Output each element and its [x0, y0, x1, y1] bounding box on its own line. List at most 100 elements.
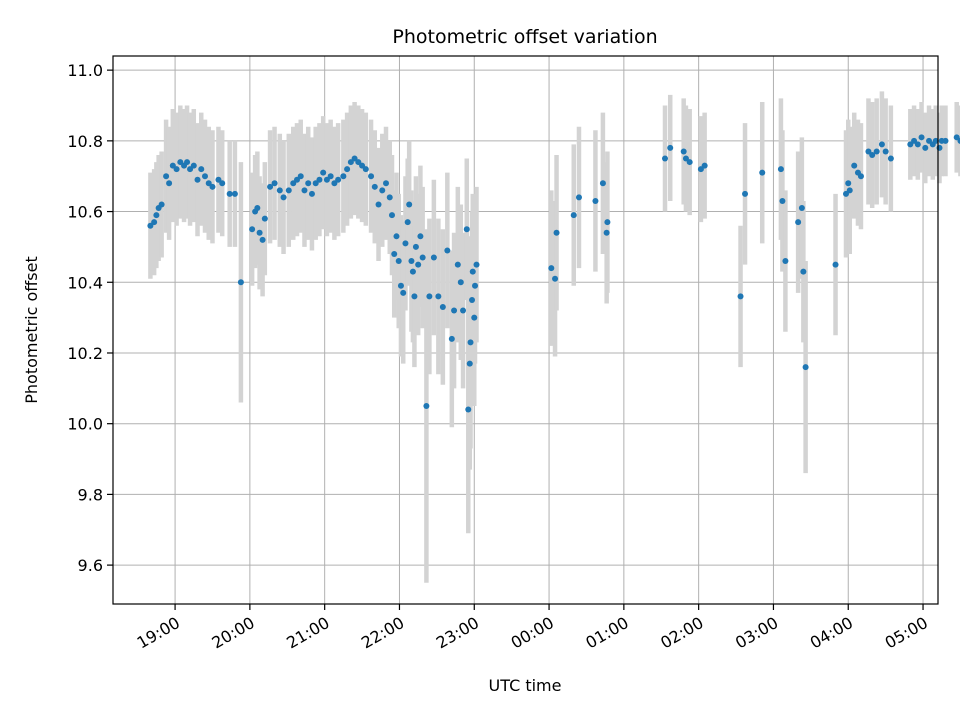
data-point	[201, 173, 208, 180]
plot-frame	[112, 55, 939, 605]
data-point	[448, 335, 455, 342]
data-point	[184, 159, 191, 166]
data-point	[190, 162, 197, 169]
data-point	[552, 275, 559, 282]
data-point	[426, 293, 433, 300]
data-point	[340, 173, 347, 180]
data-point	[409, 268, 416, 275]
data-point	[469, 296, 476, 303]
data-point	[882, 148, 889, 155]
data-point	[922, 144, 929, 151]
data-point	[592, 197, 599, 204]
data-point	[219, 180, 226, 187]
data-point	[375, 201, 382, 208]
y-tick-label: 11.0	[67, 61, 103, 80]
data-point	[312, 180, 319, 187]
data-point	[280, 194, 287, 201]
data-point	[163, 173, 170, 180]
y-tick-layer: 9.6 9.8 10.0 10.2 10.4 10.6 10.8 11.0	[67, 61, 113, 575]
data-point	[682, 155, 689, 162]
data-point	[795, 219, 802, 226]
data-point	[444, 247, 451, 254]
y-axis-title: Photometric offset	[22, 256, 41, 404]
data-point	[383, 180, 390, 187]
data-point	[400, 289, 407, 296]
y-tick-label: 10.2	[67, 344, 103, 363]
y-tick-label: 10.4	[67, 273, 103, 292]
data-point	[851, 162, 858, 169]
x-axis-title: UTC time	[489, 676, 562, 695]
data-point	[271, 180, 278, 187]
data-point	[667, 144, 674, 151]
data-point	[430, 254, 437, 261]
data-point	[742, 190, 749, 197]
data-point	[316, 176, 323, 183]
data-point	[415, 261, 422, 268]
data-point	[451, 307, 458, 314]
data-point	[926, 137, 933, 144]
data-point	[887, 155, 894, 162]
data-point	[419, 254, 426, 261]
data-point	[777, 166, 784, 173]
data-point	[846, 187, 853, 194]
data-point	[686, 159, 693, 166]
data-point	[457, 279, 464, 286]
data-point	[386, 194, 393, 201]
data-point	[169, 162, 176, 169]
data-point	[237, 279, 244, 286]
data-point	[471, 314, 478, 321]
data-point	[404, 219, 411, 226]
data-point	[936, 144, 943, 151]
data-point	[194, 176, 201, 183]
data-point	[147, 222, 154, 229]
y-tick-label: 10.0	[67, 415, 103, 434]
data-point	[697, 166, 704, 173]
data-point	[276, 187, 283, 194]
data-point	[845, 180, 852, 187]
data-point	[857, 173, 864, 180]
data-point	[832, 261, 839, 268]
data-point	[798, 205, 805, 212]
data-point	[331, 180, 338, 187]
data-point	[435, 293, 442, 300]
data-point	[911, 137, 918, 144]
data-point	[173, 166, 180, 173]
data-point	[397, 282, 404, 289]
data-point	[166, 180, 173, 187]
y-tick-label: 9.8	[78, 485, 103, 504]
y-tick-label: 9.6	[78, 556, 103, 575]
data-point	[187, 166, 194, 173]
data-point	[151, 219, 158, 226]
data-point	[209, 183, 216, 190]
y-tick-label: 10.6	[67, 203, 103, 222]
data-point	[308, 190, 315, 197]
data-point	[393, 233, 400, 240]
data-point	[371, 183, 378, 190]
data-point	[466, 360, 473, 367]
data-point	[454, 261, 461, 268]
data-point	[205, 180, 212, 187]
data-point	[953, 134, 960, 141]
data-point	[661, 155, 668, 162]
data-point	[344, 166, 351, 173]
data-point	[259, 236, 266, 243]
data-point	[869, 151, 876, 158]
data-point	[599, 180, 606, 187]
data-point	[914, 141, 921, 148]
data-point	[261, 215, 268, 222]
data-point	[553, 229, 560, 236]
data-point	[285, 187, 292, 194]
data-point	[411, 293, 418, 300]
data-point	[465, 406, 472, 413]
data-point	[249, 226, 256, 233]
data-point	[873, 148, 880, 155]
data-point	[231, 190, 238, 197]
data-point	[680, 148, 687, 155]
data-point	[198, 166, 205, 173]
data-point	[800, 268, 807, 275]
data-point	[782, 258, 789, 265]
data-point	[460, 307, 467, 314]
data-point	[347, 159, 354, 166]
data-point	[957, 137, 960, 144]
